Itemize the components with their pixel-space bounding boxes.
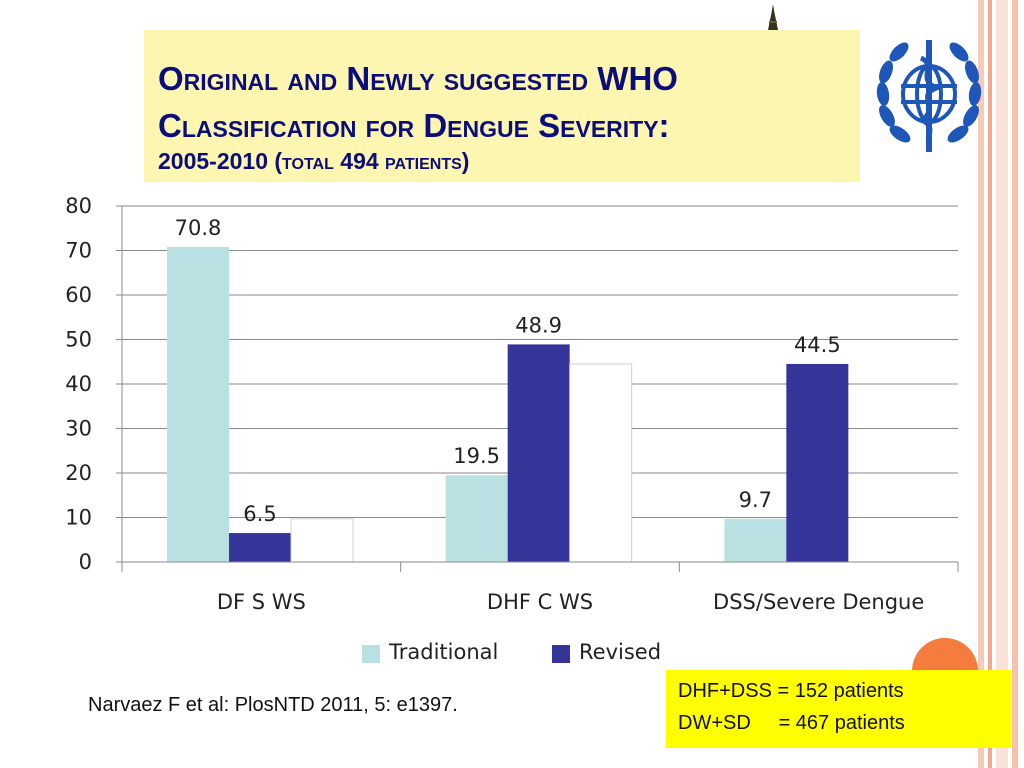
bar <box>229 533 291 562</box>
tower-icon <box>768 4 778 30</box>
data-label: 70.8 <box>175 216 222 240</box>
title-line-1: Original and Newly suggested WHO <box>158 60 678 97</box>
bar <box>507 344 570 562</box>
y-tick-label: 0 <box>79 550 92 574</box>
y-tick-label: 60 <box>65 283 92 307</box>
data-label: 9.7 <box>739 488 772 512</box>
x-category-label: DHF C WS <box>487 590 593 614</box>
title-line-3: 2005-2010 (total 494 patients) <box>158 148 470 174</box>
y-tick-label: 10 <box>65 506 92 530</box>
note-line-1: DHF+DSS = 152 patients <box>678 680 904 702</box>
stripe <box>1012 0 1018 768</box>
bar <box>786 363 849 562</box>
title-line-2: Classification for Dengue Severity: <box>158 107 670 144</box>
bar <box>569 363 633 563</box>
stripe <box>978 0 984 768</box>
data-label: 6.5 <box>243 502 276 526</box>
data-label: 44.5 <box>794 333 841 357</box>
bar <box>445 475 508 562</box>
stripe <box>996 0 1008 768</box>
stripe <box>988 0 992 768</box>
legend-label: Traditional <box>388 640 498 664</box>
y-tick-label: 30 <box>65 417 92 441</box>
y-tick-label: 80 <box>65 194 92 218</box>
x-category-label: DSS/Severe Dengue <box>713 590 924 614</box>
note-line-2: DW+SD = 467 patients <box>678 712 905 734</box>
legend-label: Revised <box>579 640 661 664</box>
bar <box>724 518 787 562</box>
y-tick-label: 40 <box>65 372 92 396</box>
y-tick-label: 70 <box>65 239 92 263</box>
x-category-label: DF S WS <box>217 590 306 614</box>
title-box: Original and Newly suggested WHO Classif… <box>144 30 860 182</box>
who-logo-icon <box>876 40 982 152</box>
data-label: 19.5 <box>453 444 500 468</box>
legend-swatch <box>362 645 380 663</box>
y-tick-label: 50 <box>65 328 92 352</box>
y-tick-label: 20 <box>65 461 92 485</box>
bar <box>290 518 354 563</box>
citation: Narvaez F et al: PlosNTD 2011, 5: e1397. <box>88 694 458 716</box>
legend-swatch <box>552 645 570 663</box>
bar <box>167 246 229 562</box>
data-label: 48.9 <box>515 313 562 337</box>
note-box: DHF+DSS = 152 patients DW+SD = 467 patie… <box>666 670 1011 748</box>
